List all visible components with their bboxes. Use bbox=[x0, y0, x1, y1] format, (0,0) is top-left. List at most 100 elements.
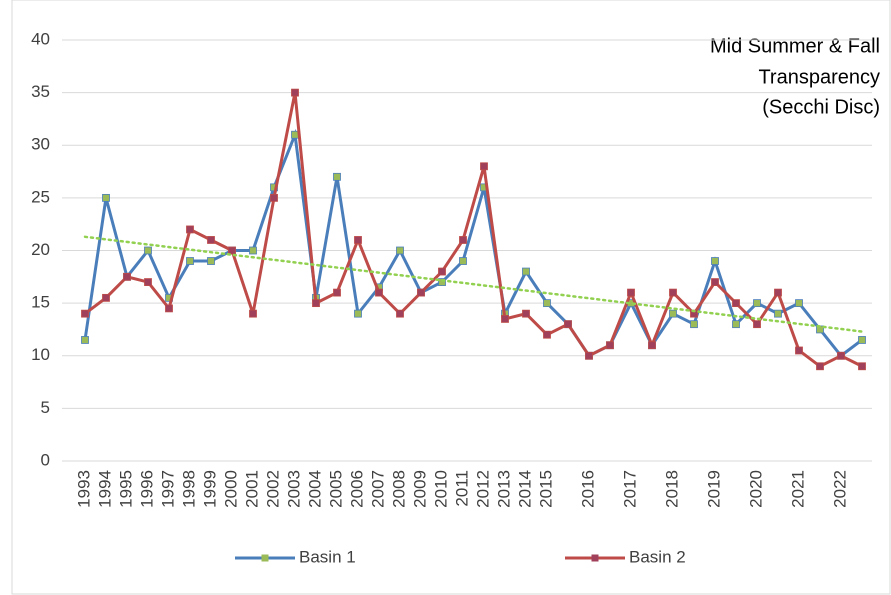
marker bbox=[837, 351, 845, 360]
y-tick-label: 15 bbox=[31, 293, 50, 312]
marker bbox=[375, 288, 383, 297]
marker bbox=[459, 236, 467, 244]
marker bbox=[102, 193, 110, 202]
x-tick-label: 2007 bbox=[368, 470, 387, 508]
annotation: Transparency bbox=[758, 66, 880, 88]
x-tick-label: 2017 bbox=[620, 470, 639, 508]
marker bbox=[732, 299, 740, 308]
marker bbox=[648, 341, 656, 350]
marker bbox=[795, 299, 803, 308]
marker bbox=[774, 288, 782, 297]
y-tick-label: 40 bbox=[31, 29, 50, 48]
legend-marker bbox=[261, 554, 269, 562]
marker bbox=[312, 299, 320, 308]
x-tick-label: 2022 bbox=[830, 470, 849, 508]
marker bbox=[186, 225, 194, 234]
marker bbox=[438, 278, 446, 286]
marker bbox=[417, 288, 425, 297]
x-tick-label: 2015 bbox=[536, 470, 555, 508]
x-tick-label: 2011 bbox=[452, 470, 471, 507]
marker bbox=[249, 246, 257, 255]
x-tick-label: 1998 bbox=[179, 470, 198, 508]
x-tick-label: 1994 bbox=[95, 470, 114, 508]
x-tick-label: 2014 bbox=[515, 470, 534, 508]
x-tick-label: 2012 bbox=[473, 470, 492, 508]
x-tick-label: 2009 bbox=[410, 470, 429, 508]
y-tick-label: 0 bbox=[41, 450, 50, 469]
chart-border bbox=[11, 0, 891, 595]
marker bbox=[858, 336, 866, 344]
marker bbox=[732, 320, 740, 329]
marker bbox=[690, 320, 698, 329]
marker bbox=[753, 299, 761, 308]
marker bbox=[501, 315, 509, 323]
marker bbox=[522, 267, 530, 276]
marker bbox=[816, 362, 824, 371]
marker bbox=[102, 293, 110, 302]
marker bbox=[480, 162, 488, 171]
x-tick-label: 2010 bbox=[431, 470, 450, 508]
marker bbox=[81, 309, 89, 318]
marker bbox=[333, 288, 341, 297]
legend-label: Basin 2 bbox=[629, 547, 686, 566]
x-tick-label: 1999 bbox=[200, 470, 219, 508]
x-tick-label: 2020 bbox=[746, 470, 765, 508]
x-tick-label: 1995 bbox=[116, 470, 135, 508]
trendline bbox=[83, 235, 864, 333]
annotation: (Secchi Disc) bbox=[762, 96, 880, 118]
marker bbox=[396, 246, 404, 255]
marker bbox=[606, 341, 614, 350]
marker bbox=[795, 346, 803, 355]
x-tick-label: 2006 bbox=[347, 470, 366, 508]
annotation: Mid Summer & Fall bbox=[710, 35, 880, 57]
marker bbox=[270, 193, 278, 202]
x-tick-label: 2005 bbox=[326, 470, 345, 508]
legend-label: Basin 1 bbox=[299, 547, 356, 566]
marker bbox=[165, 304, 173, 313]
marker bbox=[123, 272, 131, 281]
x-tick-label: 2004 bbox=[305, 470, 324, 508]
y-tick-label: 20 bbox=[31, 240, 50, 259]
marker bbox=[543, 299, 551, 308]
marker bbox=[207, 257, 215, 265]
marker bbox=[543, 330, 551, 339]
marker bbox=[144, 246, 152, 255]
marker bbox=[627, 288, 635, 297]
marker bbox=[228, 246, 236, 255]
marker bbox=[186, 257, 194, 265]
marker bbox=[459, 257, 467, 265]
y-tick-label: 25 bbox=[31, 187, 50, 206]
x-tick-label: 2013 bbox=[494, 470, 513, 508]
marker bbox=[354, 236, 362, 244]
marker bbox=[753, 320, 761, 329]
marker bbox=[396, 309, 404, 318]
marker bbox=[522, 309, 530, 318]
series-line bbox=[83, 128, 863, 358]
x-tick-label: 1996 bbox=[137, 470, 156, 508]
marker bbox=[354, 309, 362, 318]
marker bbox=[333, 172, 341, 181]
y-tick-label: 10 bbox=[31, 345, 50, 364]
marker bbox=[585, 351, 593, 360]
x-tick-label: 1993 bbox=[74, 470, 93, 508]
marker bbox=[858, 362, 866, 371]
marker bbox=[669, 309, 677, 318]
x-tick-label: 2003 bbox=[284, 470, 303, 508]
x-tick-label: 2019 bbox=[704, 470, 723, 508]
marker bbox=[249, 309, 257, 318]
marker bbox=[144, 278, 152, 286]
legend-marker bbox=[591, 554, 599, 562]
x-tick-label: 2000 bbox=[221, 470, 240, 508]
marker bbox=[438, 267, 446, 276]
x-tick-label: 2002 bbox=[263, 470, 282, 508]
marker bbox=[81, 336, 89, 344]
x-tick-label: 2016 bbox=[578, 470, 597, 508]
x-tick-label: 1997 bbox=[158, 470, 177, 508]
x-tick-label: 2018 bbox=[662, 470, 681, 508]
y-tick-label: 35 bbox=[31, 82, 50, 101]
x-tick-label: 2008 bbox=[389, 470, 408, 508]
marker bbox=[291, 88, 299, 97]
x-tick-label: 2001 bbox=[242, 470, 261, 508]
marker bbox=[711, 278, 719, 286]
